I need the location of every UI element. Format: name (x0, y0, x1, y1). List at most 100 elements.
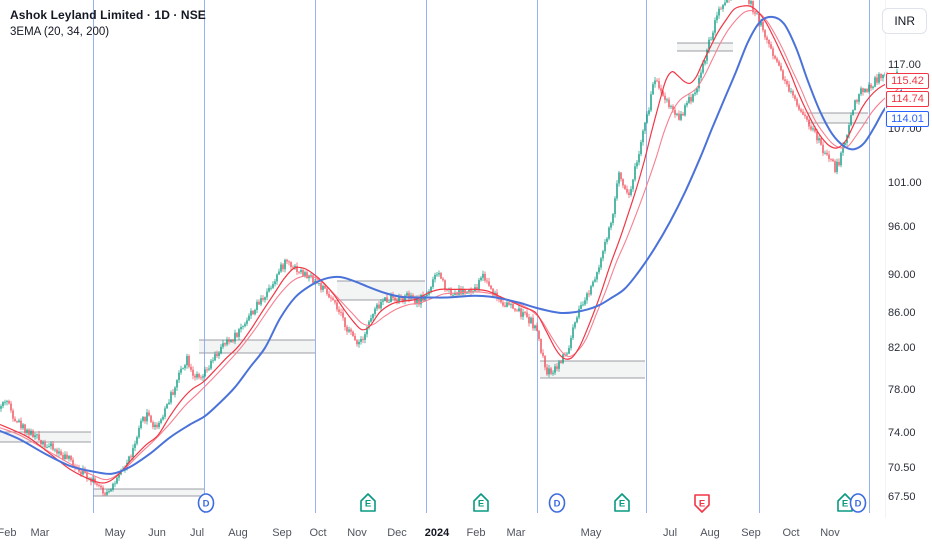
candle (634, 163, 636, 182)
candle (148, 409, 150, 417)
candle (796, 97, 798, 108)
candle (518, 305, 520, 313)
price-zone[interactable] (199, 339, 315, 354)
candle (642, 129, 644, 146)
ema200-line[interactable] (0, 15, 906, 475)
candle (30, 428, 32, 436)
candle (660, 84, 662, 94)
symbol-title[interactable]: Ashok Leyland Limited · 1D · NSE (10, 8, 206, 22)
candle (768, 39, 770, 48)
price-zone[interactable] (0, 431, 91, 443)
earnings-marker[interactable]: E (360, 493, 376, 512)
candle (262, 295, 264, 302)
candle (514, 307, 516, 313)
earnings-marker[interactable]: E (473, 493, 489, 512)
candle (726, 0, 728, 4)
price-zone[interactable] (677, 42, 733, 52)
candle (784, 76, 786, 85)
candle (830, 158, 832, 162)
candle (764, 28, 766, 40)
event-marker-letter: E (365, 499, 371, 510)
earnings-marker[interactable]: E (694, 494, 710, 513)
dividend-marker[interactable]: D (548, 493, 566, 513)
candle (724, 0, 726, 7)
candle (664, 92, 666, 104)
candle (666, 97, 668, 103)
candle (52, 441, 54, 452)
candle (140, 418, 142, 430)
candle (348, 326, 350, 334)
event-marker-letter: E (842, 499, 848, 510)
time-tick-label: Mar (30, 527, 50, 539)
candles (0, 0, 898, 497)
candle (492, 287, 494, 298)
candle (144, 416, 146, 424)
candle (138, 425, 140, 439)
time-tick-label: Nov (347, 527, 367, 539)
time-tick-label: Mar (506, 527, 526, 539)
candle (674, 107, 676, 118)
candle (298, 270, 300, 275)
candle (420, 293, 422, 308)
candle (458, 285, 460, 297)
earnings-marker[interactable]: E (837, 493, 853, 512)
candle (462, 286, 464, 297)
candle (170, 390, 172, 405)
candle (790, 88, 792, 94)
candle (482, 270, 484, 282)
candle (592, 280, 594, 288)
candle (278, 268, 280, 276)
candle (474, 283, 476, 292)
ema34-line[interactable] (0, 10, 904, 481)
candle (222, 339, 224, 350)
candle (616, 180, 618, 201)
candle (712, 30, 714, 43)
candle (162, 414, 164, 421)
candle (442, 277, 444, 282)
dividend-marker[interactable]: D (849, 493, 867, 513)
candle (112, 482, 114, 492)
price-axis-separator (885, 0, 886, 518)
candle (380, 299, 382, 311)
indicator-legend[interactable]: 3EMA (20, 34, 200) (10, 26, 110, 38)
candle (318, 282, 320, 286)
candle (206, 366, 208, 373)
candle (432, 276, 434, 290)
candle (190, 363, 192, 372)
candle (372, 313, 374, 321)
ema20-line[interactable] (0, 5, 904, 484)
candle (548, 365, 550, 378)
price-tick-label: 101.00 (888, 177, 922, 189)
candle (16, 420, 18, 424)
price-axis[interactable]: 117.00 107.00 101.00 96.00 90.00 86.00 82.00 78… (886, 0, 932, 518)
candle (714, 17, 716, 36)
candle (690, 93, 692, 105)
time-tick-label: 2024 (424, 527, 450, 539)
candle (632, 178, 634, 192)
candle (164, 406, 166, 420)
candle (580, 301, 582, 310)
time-axis[interactable]: Feb Mar May Jun Jul Aug Sep Oct Nov Dec 2024 Feb Mar… (0, 518, 932, 550)
currency-button[interactable]: INR (882, 8, 927, 34)
price-zone[interactable] (808, 112, 868, 124)
candle (506, 300, 508, 308)
dividend-marker[interactable]: D (197, 493, 215, 513)
candle (858, 93, 860, 105)
price-zone[interactable] (93, 488, 204, 497)
candle (652, 82, 654, 95)
candle (698, 75, 700, 92)
earnings-marker[interactable]: E (614, 493, 630, 512)
candle (644, 121, 646, 135)
candle (818, 135, 820, 144)
price-zone[interactable] (540, 360, 645, 379)
candle (438, 270, 440, 277)
candle (864, 88, 866, 93)
candle (202, 374, 204, 382)
candle (336, 299, 338, 312)
candle (808, 118, 810, 130)
candle (692, 93, 694, 103)
candle (554, 363, 556, 376)
price-tick-label: 90.00 (888, 269, 916, 281)
candle (530, 316, 532, 325)
